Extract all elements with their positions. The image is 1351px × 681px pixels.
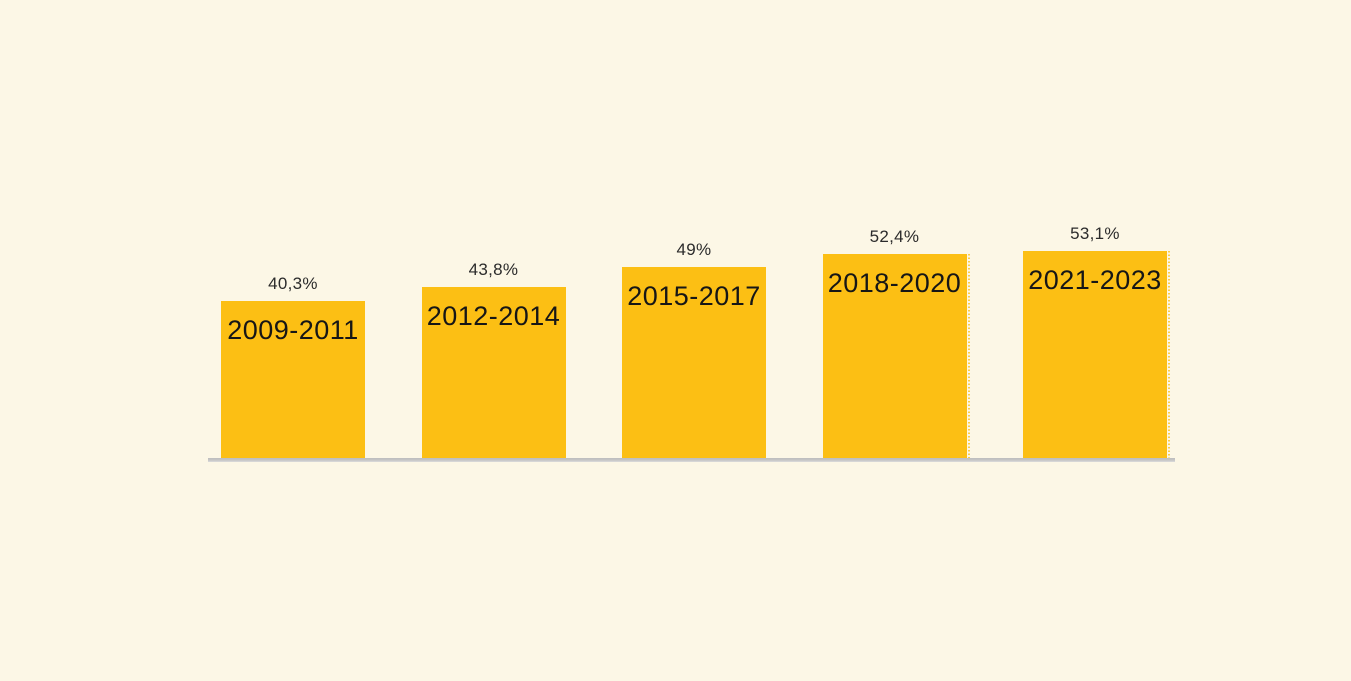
bar-group: 53,1% 2021-2023 [1023, 224, 1170, 458]
bar-group: 43,8% 2012-2014 [421, 260, 566, 458]
bar [1023, 251, 1170, 458]
bar-value-label: 52,4% [869, 227, 920, 246]
bar-group: 40,3% 2009-2011 [221, 274, 365, 458]
x-tick-label: 2012-2014 [426, 301, 561, 331]
bar-value-label: 53,1% [1070, 224, 1120, 243]
bar-dotted-edge [967, 254, 970, 458]
x-tick-label: 2018-2020 [827, 268, 962, 298]
x-tick-label: 2009-2011 [227, 315, 359, 345]
bar-dotted-edge [1168, 251, 1170, 458]
bar-value-label: 40,3% [268, 274, 318, 293]
bar-group: 49% 2015-2017 [622, 240, 766, 458]
x-tick-label: 2015-2017 [627, 281, 761, 311]
bar [622, 267, 766, 458]
x-axis-line [208, 458, 1175, 462]
bar [221, 301, 365, 458]
bar [822, 254, 970, 458]
bar [421, 287, 566, 458]
x-tick-label: 2021-2023 [1028, 265, 1162, 295]
bar-value-label: 43,8% [468, 260, 519, 279]
bar-value-label: 49% [676, 240, 712, 259]
bar-group: 52,4% 2018-2020 [822, 227, 970, 458]
